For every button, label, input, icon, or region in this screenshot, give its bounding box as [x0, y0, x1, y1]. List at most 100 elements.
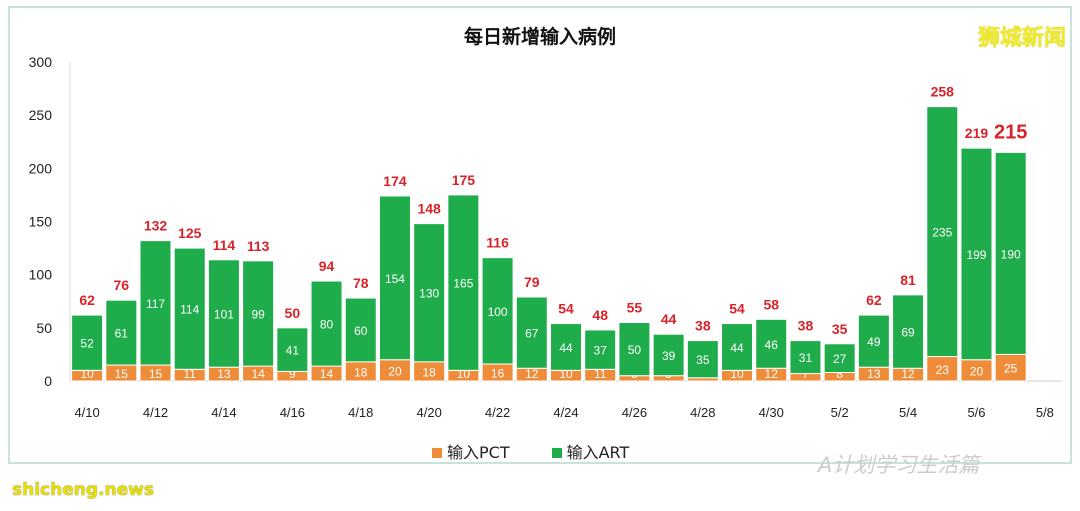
data-label-art: 101: [214, 307, 234, 321]
watermark: A计划学习生活篇: [818, 453, 980, 477]
bar-art: [173, 247, 206, 370]
x-tick-label: 4/28: [690, 405, 715, 420]
data-label-art: 100: [488, 305, 508, 319]
total-label: 79: [524, 274, 540, 290]
data-label-pct: 14: [251, 367, 265, 381]
x-tick-label: 4/18: [348, 405, 373, 420]
bar-art: [550, 323, 582, 371]
data-label-art: 117: [146, 297, 165, 311]
total-label: 81: [900, 272, 916, 288]
brand-logo: 狮城新闻: [977, 26, 1066, 51]
source-label: shicheng.news: [12, 480, 154, 500]
bar-art: [413, 223, 446, 363]
data-label-pct: 11: [594, 367, 607, 381]
x-tick-label: 4/26: [622, 405, 647, 420]
data-label-art: 60: [354, 324, 368, 338]
total-label: 174: [383, 173, 407, 189]
data-label-art: 50: [628, 343, 642, 357]
bar-art: [481, 257, 514, 365]
data-label-pct: 15: [149, 367, 163, 381]
data-label-pct: 9: [289, 367, 296, 381]
data-label-pct: 15: [115, 367, 129, 381]
data-label-pct: 13: [217, 367, 231, 381]
legend-label-art: 输入ART: [566, 443, 630, 462]
legend-swatch-art: [551, 448, 562, 458]
total-label: 114: [213, 237, 236, 253]
legend: 输入PCT 输入ART: [432, 439, 629, 463]
bar-art: [686, 340, 719, 379]
data-label-art: 37: [594, 344, 608, 358]
bar-art: [276, 327, 309, 372]
x-tick-label: 5/6: [967, 405, 985, 420]
bar-art: [242, 260, 275, 367]
data-label-art: 154: [385, 272, 405, 286]
bar-art: [447, 194, 480, 371]
data-label-pct: 20: [970, 364, 984, 378]
data-label-pct: 20: [388, 364, 402, 378]
bar-art: [823, 343, 856, 373]
bar-art: [926, 106, 959, 358]
x-tick-label: 5/8: [1036, 405, 1054, 420]
data-label-art: 35: [696, 353, 710, 367]
bar-art: [721, 323, 754, 371]
data-label-pct: 12: [525, 367, 539, 381]
data-label-art: 52: [80, 337, 94, 351]
total-label: 62: [866, 292, 882, 308]
data-label-art: 61: [115, 327, 129, 341]
data-label-art: 235: [932, 226, 952, 240]
data-label-art: 39: [662, 349, 676, 363]
total-label: 175: [452, 172, 476, 188]
bar-art: [652, 333, 685, 377]
data-label-pct: 18: [354, 365, 368, 379]
data-label-pct: 25: [1004, 362, 1018, 376]
y-tick-label: 300: [29, 54, 53, 70]
data-label-art: 190: [1001, 247, 1021, 261]
total-label: 44: [661, 311, 677, 327]
legend-item-pct: 输入PCT: [432, 439, 510, 463]
total-label: 38: [695, 318, 711, 334]
data-label-art: 99: [251, 307, 265, 321]
x-tick-label: 4/30: [759, 405, 784, 420]
data-label-art: 46: [765, 338, 779, 352]
data-label-art: 31: [799, 351, 813, 365]
data-label-pct: 12: [765, 367, 779, 381]
total-label: 113: [247, 238, 270, 254]
x-tick-label: 4/22: [485, 405, 510, 420]
y-tick-label: 0: [44, 373, 52, 389]
bar-art: [310, 280, 343, 367]
data-label-art: 27: [833, 352, 847, 366]
total-label: 50: [285, 305, 301, 321]
bar-art: [105, 299, 138, 366]
bar-art: [584, 329, 617, 370]
bar-art: [857, 314, 890, 368]
x-tick-label: 4/24: [553, 405, 578, 420]
bar-art: [139, 240, 172, 366]
chart-frame: [8, 6, 1072, 464]
data-label-art: 44: [730, 341, 744, 355]
total-label: 215: [994, 121, 1027, 143]
bar-art: [207, 259, 240, 368]
data-label-art: 199: [966, 248, 986, 262]
x-tick-label: 4/14: [211, 405, 236, 420]
bar-art: [71, 314, 104, 371]
total-label: 58: [763, 296, 779, 312]
y-tick-label: 50: [36, 320, 52, 336]
bar-art: [892, 294, 925, 369]
data-label-art: 41: [286, 344, 300, 358]
bar-art: [378, 195, 411, 361]
data-label-pct: 14: [320, 367, 334, 381]
bar-art: [515, 296, 548, 369]
data-label-pct: 13: [867, 367, 881, 381]
data-label-art: 44: [559, 341, 573, 355]
data-label-pct: 8: [836, 367, 843, 381]
legend-label-pct: 输入PCT: [447, 443, 510, 462]
legend-swatch-pct: [432, 448, 442, 458]
total-label: 54: [558, 301, 574, 317]
total-label: 54: [729, 301, 745, 317]
bar-pct: [994, 353, 1027, 382]
total-label: 38: [798, 318, 814, 334]
chart-title: 每日新增输入病例: [463, 26, 616, 48]
x-tick-label: 4/20: [417, 405, 442, 420]
data-label-pct: 11: [183, 367, 196, 381]
